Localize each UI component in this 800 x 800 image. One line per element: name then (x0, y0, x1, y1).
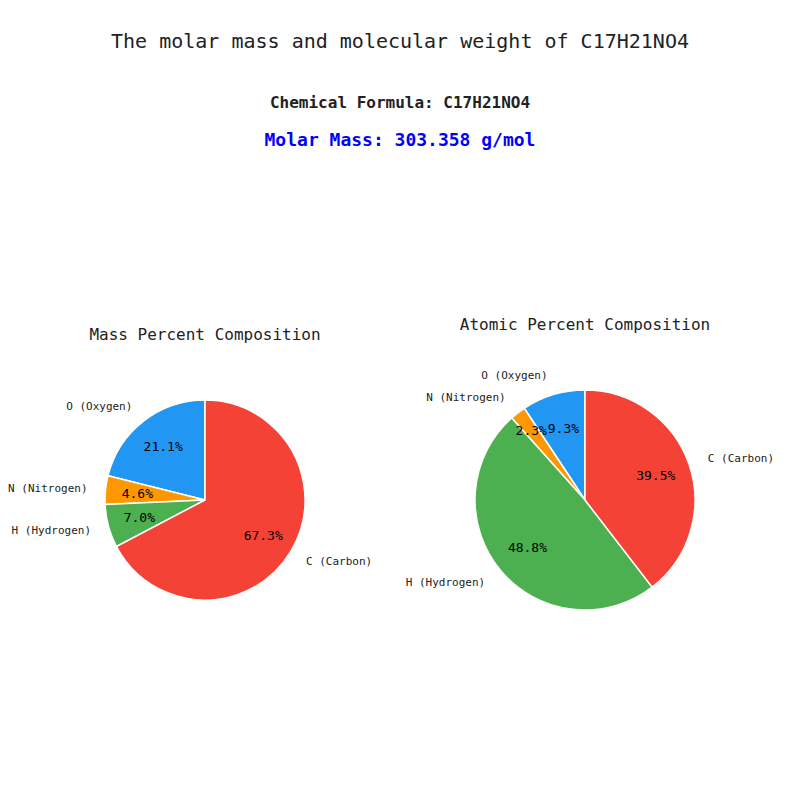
data-label: 9.3% (548, 421, 579, 436)
category-label: H (Hydrogen) (12, 524, 91, 537)
data-label: 21.1% (144, 439, 183, 454)
category-label: N (Nitrogen) (426, 391, 505, 404)
pie-title: Atomic Percent Composition (460, 315, 710, 334)
category-label: H (Hydrogen) (406, 576, 485, 589)
category-label: O (Oxygen) (481, 369, 547, 382)
category-label: C (Carbon) (306, 555, 372, 568)
category-label: C (Carbon) (708, 452, 774, 465)
pie-slice (116, 400, 305, 600)
subtitle: Chemical Formula: C17H21NO4 (270, 93, 530, 112)
data-label: 7.0% (124, 510, 155, 525)
data-label: 2.3% (516, 423, 547, 438)
annotation: Molar Mass: 303.358 g/mol (265, 129, 536, 150)
data-label: 39.5% (636, 468, 675, 483)
chart: The molar mass and molecular weight of C… (0, 0, 800, 800)
data-label: 67.3% (244, 528, 283, 543)
labels: O (Oxygen) 9.3% N (Nitrogen) 2.3% H (Hydroge… (406, 369, 774, 589)
title: The molar mass and molecular weight of C… (111, 29, 689, 53)
pie-title: Mass Percent Composition (89, 325, 320, 344)
category-label: O (Oxygen) (66, 400, 132, 413)
data-label: 48.8% (508, 540, 547, 555)
pie-slice (585, 390, 695, 587)
pie-chart: Atomic Percent Composition O (Oxygen) 9.3%… (406, 315, 774, 610)
slices (475, 390, 695, 610)
labels: O (Oxygen) 21.1% N (Nitrogen) 4.6% H (Hydrog… (8, 400, 372, 567)
data-label: 4.6% (122, 486, 153, 501)
pie-slice (108, 400, 205, 500)
pie-chart: Mass Percent Composition O (Oxygen) 21.1% N… (8, 325, 372, 600)
category-label: N (Nitrogen) (8, 482, 87, 495)
slices (105, 400, 305, 600)
